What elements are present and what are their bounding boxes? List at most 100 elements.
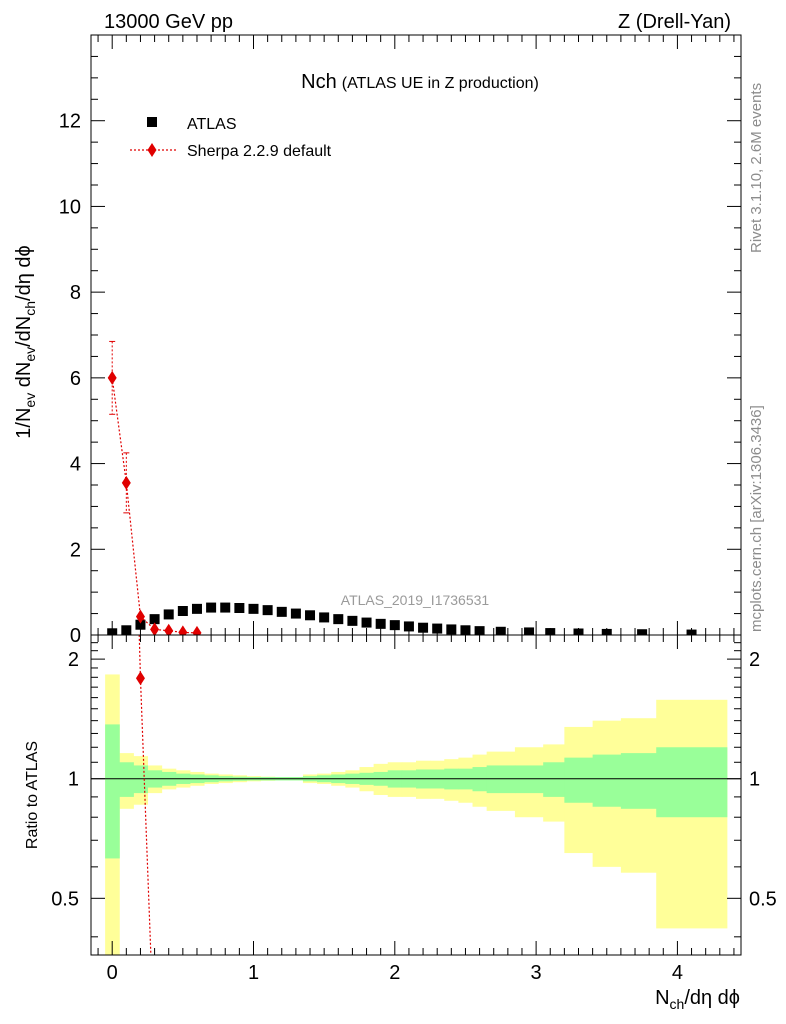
legend-atlas-label: ATLAS [187,116,237,133]
main-y-tick-label: 4 [70,454,81,476]
stat-band-bin [486,765,516,794]
ratio-panel: 0.5 0.5 1 1 2 2 0 1 2 3 4 Ratio to ATLAS Nch/dη d… [24,634,777,1012]
atlas-point [375,618,386,629]
atlas-point [177,606,188,616]
main-y-tick-label: 10 [59,196,81,218]
legend-sherpa-marker [147,143,157,157]
stat-band-bin [119,762,134,797]
stat-band-bin [543,762,565,797]
atlas-point [686,629,697,635]
ratio-y-tick-label: 0.5 [51,888,79,910]
sherpa-point [107,370,117,385]
ratio-frame [90,634,742,956]
sherpa-point [164,623,174,635]
x-tick-labels: 0 1 2 3 4 [107,962,683,984]
main-y-label: 1/Nev dNev/dNch/dη dϕ [13,245,38,438]
rivet-label: Rivet 3.1.10, 2.6M events [748,83,765,253]
main-y-tick-labels: 0 2 4 6 8 10 12 [59,111,81,647]
sherpa-ratio-point [135,671,145,686]
x-tick-label: 0 [107,962,118,984]
atlas-point [361,617,372,628]
ratio-y-tick-labels: 0.5 0.5 1 1 2 2 [51,649,777,910]
atlas-point [107,628,118,635]
stat-band-bin [564,757,594,803]
atlas-point [573,628,584,635]
sherpa-ratio-series [135,635,152,955]
stat-band-bin [514,765,544,794]
ratio-y-tick-label-right: 1 [749,769,760,791]
atlas-point [545,628,556,635]
ratio-y-tick-label-right: 2 [749,649,760,671]
stat-band-bin [592,754,622,807]
atlas-point [418,622,429,633]
sherpa-point [178,625,188,635]
ratio-ticks [91,635,741,955]
atlas-point [347,615,358,626]
atlas-point [135,619,146,630]
atlas-point [389,620,400,631]
atlas-point [319,612,330,623]
atlas-points [107,602,697,635]
atlas-point [206,602,217,613]
total-uncertainty-band [105,674,728,955]
stat-band-bin [620,753,657,809]
main-y-tick-label: 8 [70,282,81,304]
atlas-point [248,603,259,614]
main-y-tick-label: 12 [59,111,81,133]
atlas-point [460,625,471,635]
ratio-y-tick-label-right: 0.5 [749,888,777,910]
header-left: 13000 GeV pp [104,11,233,33]
atlas-point [262,605,273,616]
atlas-point [333,614,344,625]
sherpa-series [107,340,202,635]
atlas-point [403,621,414,632]
atlas-point [290,608,301,619]
legend: ATLAS Sherpa 2.2.9 default [130,116,332,160]
ratio-y-label: Ratio to ATLAS [24,741,41,849]
main-y-tick-label: 6 [70,368,81,390]
stat-band-bin [133,765,149,794]
main-y-tick-label: 0 [70,625,81,647]
atlas-point [432,623,443,634]
chart-title: Nch (ATLAS UE in Z production) [301,71,539,93]
x-tick-label: 1 [248,962,259,984]
atlas-point [276,606,287,617]
analysis-watermark: ATLAS_2019_I1736531 [341,592,490,608]
sherpa-line [111,377,197,634]
legend-atlas-marker [147,117,157,127]
legend-sherpa-label: Sherpa 2.2.9 default [187,143,332,160]
chart-title-main: Nch [301,71,337,93]
stat-band-bin [105,724,120,859]
sherpa-ratio-line [138,635,152,955]
sherpa-point [121,475,131,490]
chart-title-sub: (ATLAS UE in Z production) [342,75,539,92]
atlas-point [446,624,457,635]
atlas-point [305,610,316,621]
ratio-y-tick-label: 2 [68,649,79,671]
main-y-tick-label: 2 [70,539,81,561]
sherpa-point [150,622,160,635]
header-right: Z (Drell-Yan) [618,11,731,33]
atlas-point [524,627,535,635]
stat-band-bin [656,747,728,818]
mcplots-label: mcplots.cern.ch [arXiv:1306.3436] [748,405,765,632]
ratio-y-tick-label: 1 [68,769,79,791]
atlas-point [637,629,648,635]
atlas-point [601,628,612,635]
sherpa-point [192,625,202,635]
x-tick-label: 2 [389,962,400,984]
sherpa-point [135,609,145,624]
atlas-point [191,603,202,614]
atlas-point [121,625,132,635]
x-axis-label: Nch/dη dϕ [655,987,740,1012]
atlas-point [149,614,160,625]
atlas-point [220,602,231,613]
x-tick-label: 4 [672,962,683,984]
atlas-point [474,626,485,635]
atlas-point [163,609,174,620]
atlas-point [234,603,245,613]
x-tick-label: 3 [531,962,542,984]
atlas-point [495,626,506,635]
